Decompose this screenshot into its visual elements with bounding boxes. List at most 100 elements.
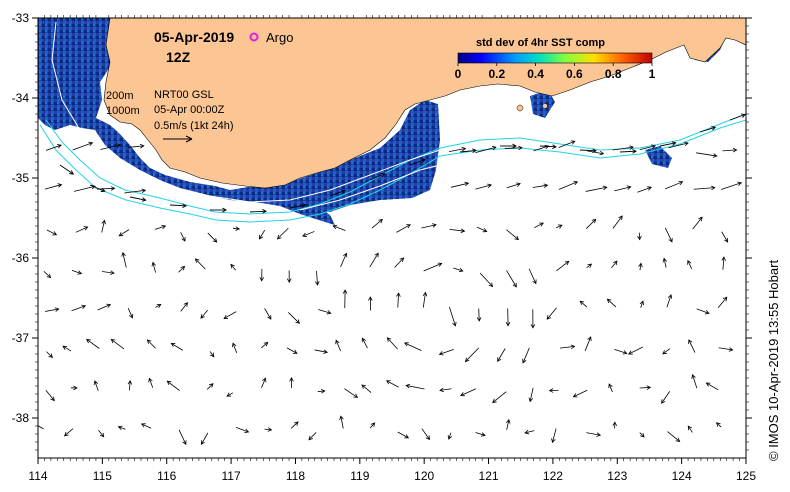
sst-patch-east2: [530, 90, 555, 118]
current-arrow: [534, 222, 544, 228]
current-arrow: [110, 338, 125, 350]
current-arrow: [169, 203, 187, 208]
current-arrow: [146, 339, 156, 349]
current-arrow: [206, 383, 214, 390]
island: [516, 104, 524, 112]
current-arrow: [100, 143, 122, 150]
current-arrow: [117, 425, 126, 430]
current-arrow: [586, 263, 593, 269]
island: [542, 103, 548, 109]
current-arrow: [75, 226, 89, 233]
current-arrow: [666, 294, 673, 308]
current-arrow: [612, 421, 618, 429]
current-arrow: [226, 392, 234, 397]
current-arrow: [230, 263, 236, 271]
current-arrow: [628, 346, 644, 355]
current-arrow: [722, 147, 738, 153]
hour-label: 12Z: [166, 49, 191, 65]
current-arrow: [155, 304, 162, 309]
x-tick-label: 121: [479, 469, 499, 483]
current-arrow: [664, 227, 673, 243]
current-arrow: [421, 223, 437, 229]
current-arrow: [637, 232, 642, 241]
y-tick-label: -34: [12, 91, 30, 105]
current-arrow: [46, 229, 58, 236]
scale-arrow-icon: [163, 135, 193, 143]
current-arrow: [371, 218, 383, 229]
current-arrow: [101, 219, 106, 233]
argo-icon: [249, 32, 259, 42]
current-arrow: [127, 308, 134, 319]
current-arrow: [43, 270, 52, 279]
current-arrow: [449, 306, 457, 327]
current-arrow: [546, 307, 557, 320]
current-arrow: [386, 337, 398, 350]
current-arrow: [612, 215, 623, 229]
current-arrow: [504, 145, 523, 151]
current-arrow: [344, 388, 359, 398]
isobath-1000m: [39, 119, 746, 223]
current-arrow: [664, 180, 684, 190]
current-arrow: [249, 209, 267, 214]
current-arrow: [317, 389, 326, 394]
current-arrow: [530, 309, 536, 329]
current-arrow: [101, 270, 115, 275]
current-arrow: [86, 338, 100, 349]
current-arrow: [200, 310, 208, 319]
scale-label: 0.5m/s (1kt 24h): [154, 120, 233, 132]
current-arrow: [44, 183, 63, 190]
current-arrow: [586, 432, 602, 437]
current-arrow: [558, 180, 579, 190]
current-arrow: [587, 150, 605, 156]
current-arrow: [89, 184, 106, 193]
current-arrow: [505, 308, 511, 327]
x-tick-label: 122: [543, 469, 563, 483]
current-arrow: [38, 425, 44, 430]
current-arrow: [45, 144, 62, 151]
current-arrow: [637, 186, 652, 193]
colorbar-tick-label: 0: [455, 67, 462, 81]
current-arrow: [611, 260, 618, 268]
current-arrow: [209, 351, 215, 358]
current-arrow: [475, 145, 497, 153]
current-arrow: [178, 429, 187, 445]
current-arrow: [638, 262, 643, 271]
current-arrow: [506, 182, 521, 189]
current-arrow: [235, 426, 250, 433]
current-arrow: [572, 389, 588, 398]
current-arrow: [524, 429, 535, 435]
current-arrow: [98, 430, 105, 438]
y-tick-label: -35: [12, 171, 30, 185]
x-tick-label: 119: [350, 469, 369, 483]
current-arrow: [124, 188, 147, 194]
ssh-contour: [51, 21, 441, 203]
current-arrow: [579, 300, 588, 308]
current-arrow: [151, 261, 156, 273]
current-arrow: [699, 126, 717, 133]
current-arrow: [339, 415, 344, 429]
current-arrow: [45, 307, 60, 312]
current-arrow: [450, 181, 470, 188]
current-arrow: [385, 380, 399, 388]
current-arrow: [264, 427, 273, 432]
current-arrow: [261, 377, 267, 388]
y-tick-label: -36: [12, 251, 30, 265]
current-arrow: [439, 387, 452, 393]
current-arrow: [127, 143, 145, 149]
current-arrow: [688, 339, 696, 353]
current-arrow: [691, 374, 698, 389]
current-arrow: [286, 270, 292, 283]
altimetry-label: NRT00 GSL: [154, 89, 214, 101]
current-arrow: [180, 302, 188, 312]
colorbar-title: std dev of 4hr SST comp: [476, 37, 605, 49]
current-arrow: [696, 152, 718, 158]
current-arrow: [687, 425, 693, 433]
current-arrow: [258, 229, 266, 240]
current-arrow: [223, 311, 237, 319]
current-arrow: [207, 232, 218, 243]
current-arrow: [475, 432, 486, 437]
current-arrow: [361, 337, 368, 349]
current-arrow: [369, 422, 376, 429]
current-arrow: [579, 148, 597, 153]
current-arrow: [45, 389, 55, 402]
